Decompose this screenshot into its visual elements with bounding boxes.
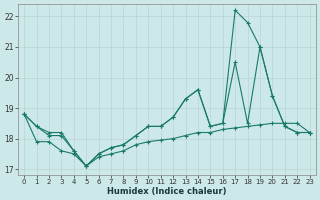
X-axis label: Humidex (Indice chaleur): Humidex (Indice chaleur) [107,187,227,196]
